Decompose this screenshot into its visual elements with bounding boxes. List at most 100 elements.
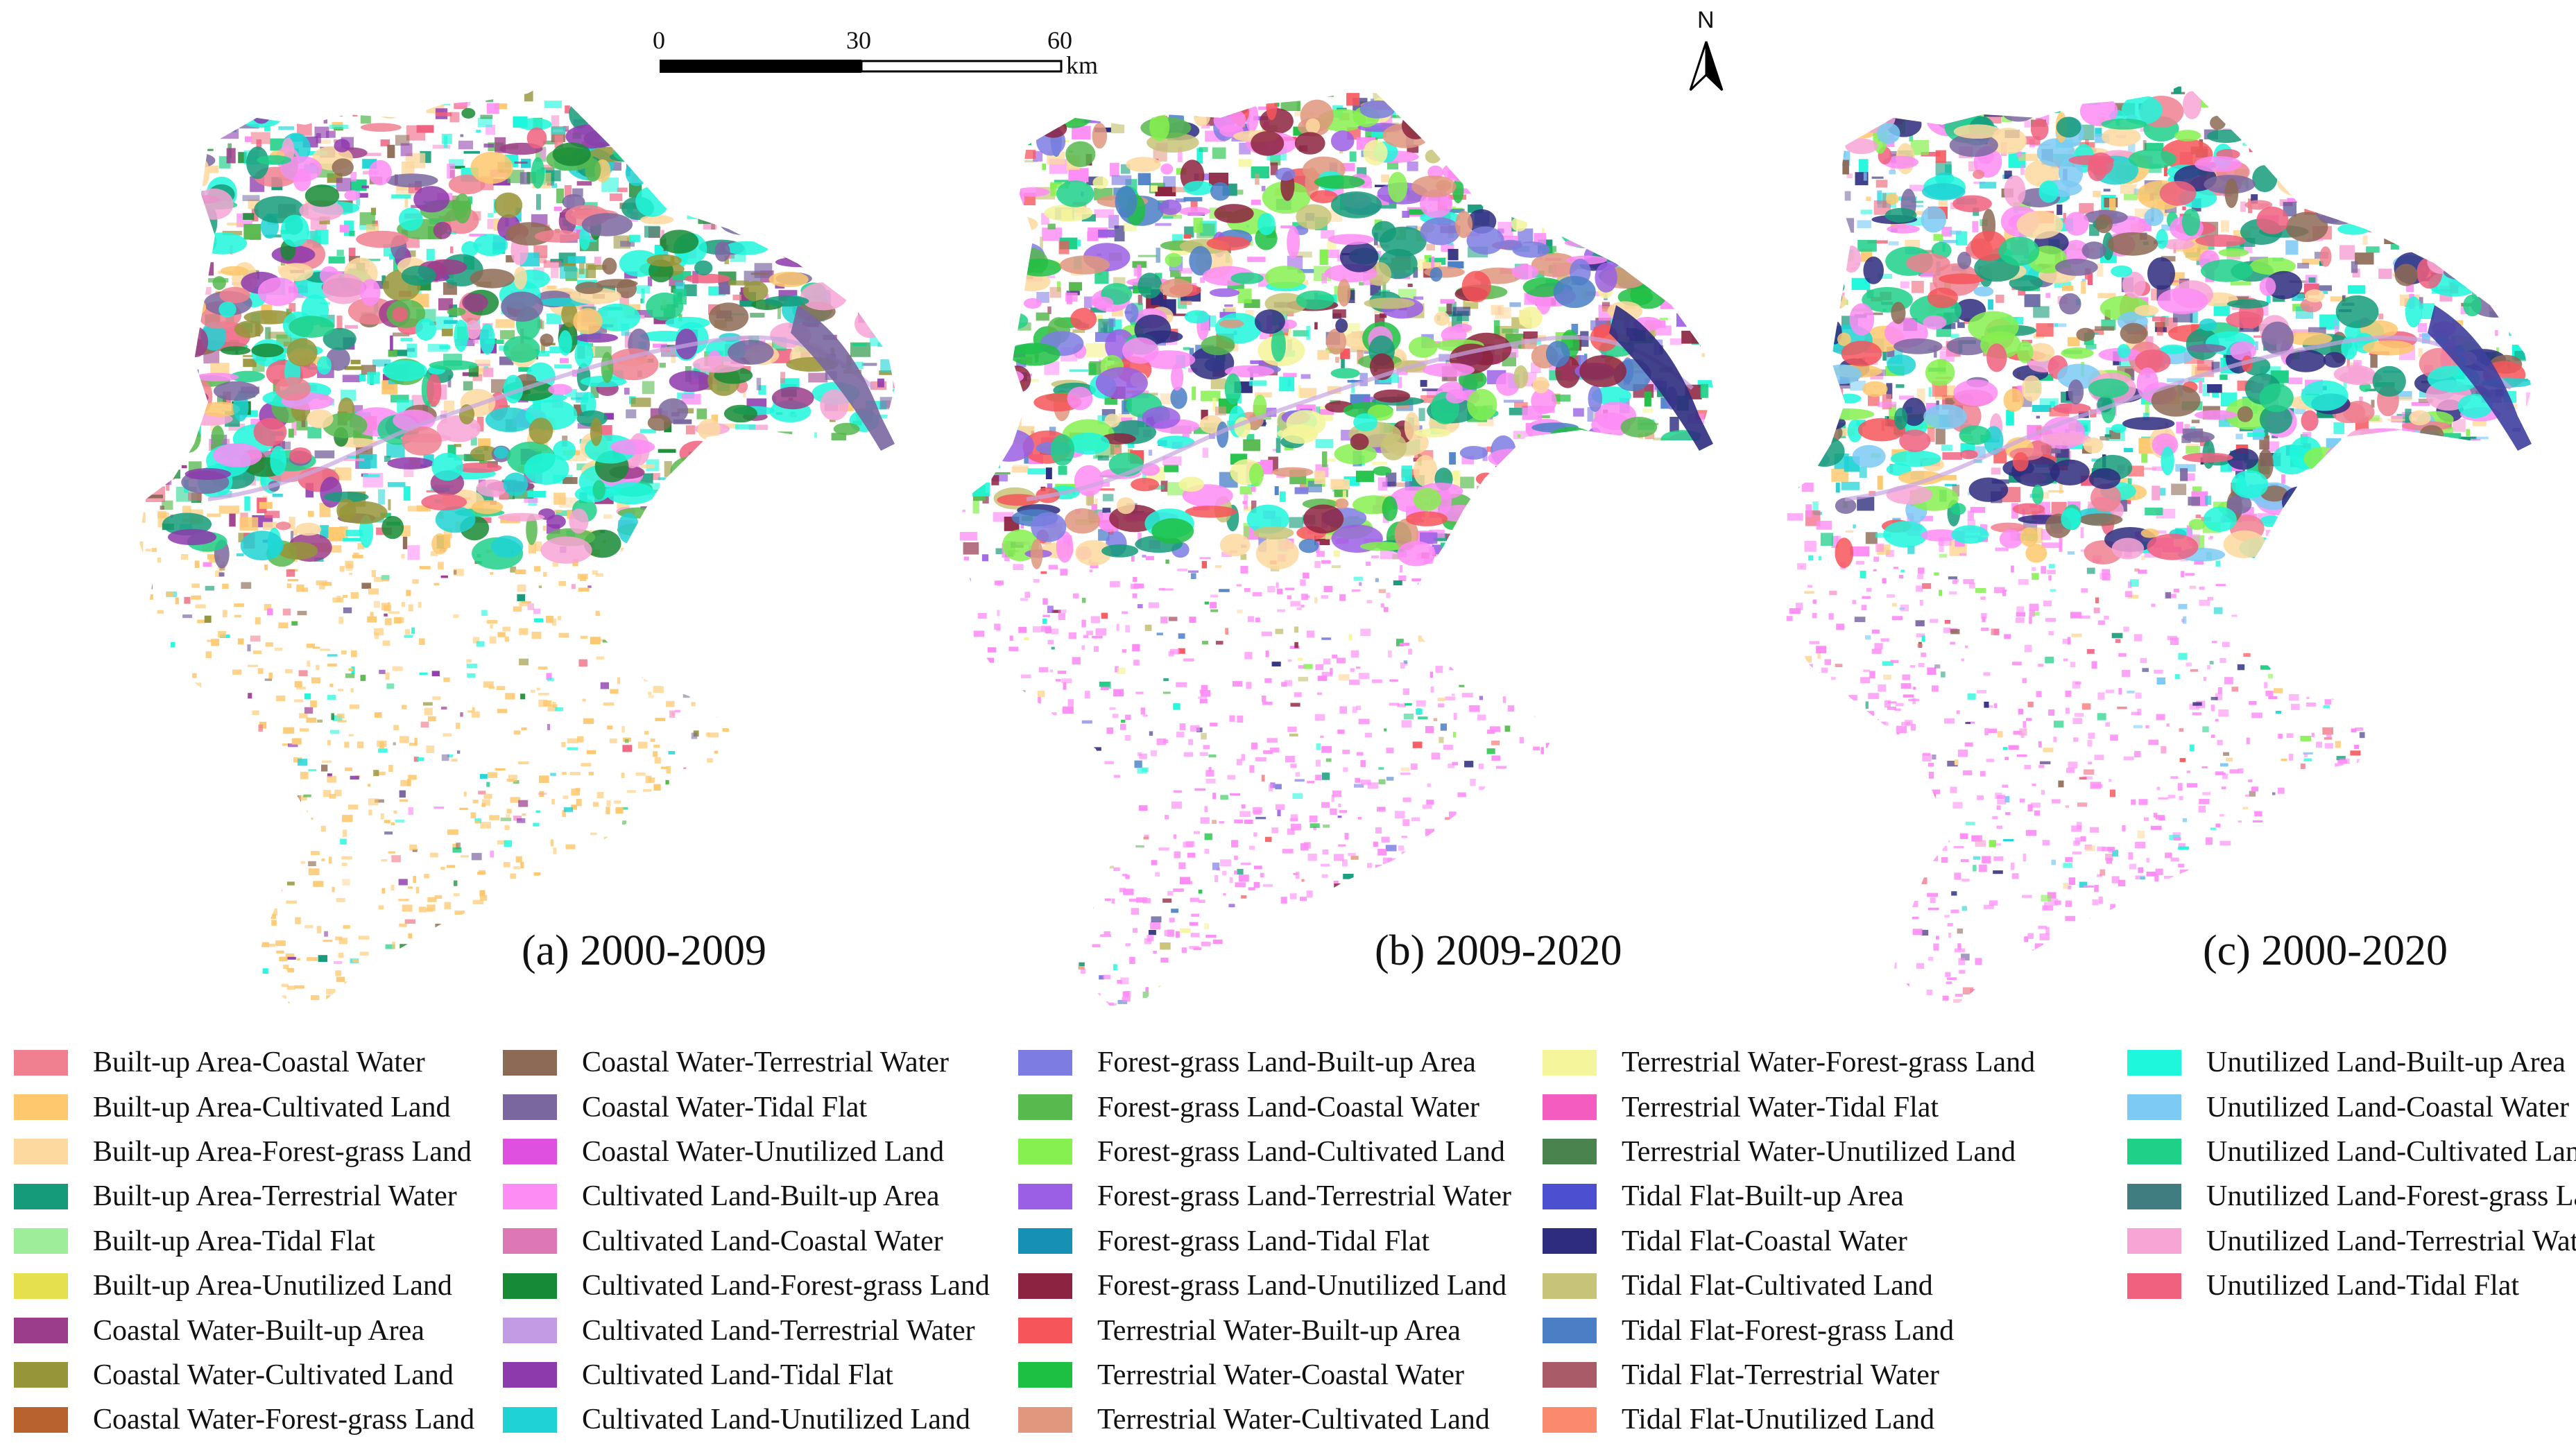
land-change-patch: [731, 647, 737, 654]
land-change-patch: [558, 874, 561, 877]
land-change-patch: [1088, 363, 1097, 376]
land-change-patch: [1645, 432, 1655, 440]
land-change-patch: [725, 1001, 733, 1006]
land-change-patch: [648, 839, 655, 843]
land-change-patch: [213, 743, 223, 747]
land-change-patch: [814, 213, 829, 229]
land-change-patch: [374, 632, 379, 639]
land-change-patch: [737, 580, 745, 587]
land-change-patch: [873, 530, 894, 540]
land-change-patch: [341, 650, 347, 655]
land-change-patch: [234, 603, 244, 607]
land-change-patch: [576, 736, 584, 743]
land-change-patch: [821, 662, 828, 669]
land-change-patch: [1483, 788, 1493, 795]
land-change-patch: [797, 546, 806, 559]
land-change-patch: [1174, 851, 1180, 859]
land-change-patch: [691, 478, 701, 494]
land-change-patch: [872, 664, 879, 669]
land-change-patch: [1068, 632, 1076, 639]
land-change-patch: [1588, 913, 1596, 920]
land-change-patch: [1518, 228, 1534, 243]
land-change-patch: [981, 554, 988, 562]
land-change-patch: [1423, 599, 1433, 603]
land-change-patch: [1572, 571, 1582, 576]
land-change-patch: [427, 897, 437, 902]
land-change-patch: [1426, 244, 1435, 251]
land-change-patch: [1571, 852, 1581, 855]
land-change-patch: [443, 733, 452, 737]
land-change-patch: [961, 137, 977, 153]
land-change-patch: [1586, 223, 1592, 227]
land-change-patch: [243, 794, 249, 800]
land-change-patch: [265, 96, 276, 111]
land-change-patch: [813, 684, 823, 690]
land-change-patch: [241, 582, 252, 589]
land-change-patch: [462, 293, 488, 312]
land-change-patch: [384, 456, 391, 462]
land-change-patch: [173, 92, 187, 107]
land-change-patch: [1543, 874, 1549, 882]
land-change-patch: [832, 962, 839, 965]
land-change-patch: [470, 268, 515, 288]
land-change-patch: [393, 332, 410, 337]
land-change-patch: [791, 440, 805, 450]
land-change-patch: [190, 834, 199, 841]
land-change-patch: [149, 184, 159, 196]
land-change-patch: [689, 128, 709, 140]
land-change-patch: [1576, 446, 1590, 450]
land-change-patch: [1279, 491, 1286, 502]
land-change-patch: [1633, 501, 1640, 510]
land-change-patch: [599, 593, 608, 599]
land-change-patch: [868, 126, 877, 132]
land-change-patch: [1397, 703, 1406, 707]
land-change-patch: [178, 212, 209, 227]
land-change-patch: [234, 1003, 242, 1006]
land-change-patch: [640, 464, 655, 468]
land-change-patch: [173, 784, 185, 786]
land-change-patch: [844, 212, 855, 225]
land-change-patch: [775, 173, 787, 180]
land-change-patch: [287, 578, 298, 582]
land-change-patch: [415, 886, 420, 894]
land-change-patch: [1162, 691, 1171, 694]
land-change-patch: [222, 808, 227, 811]
land-change-patch: [1484, 986, 1494, 992]
land-change-patch: [569, 99, 592, 129]
land-change-patch: [409, 1008, 418, 1016]
land-change-patch: [870, 1007, 880, 1012]
land-change-patch: [1638, 993, 1643, 997]
land-change-patch: [1199, 557, 1211, 560]
land-change-patch: [1124, 735, 1131, 741]
land-change-patch: [1545, 1008, 1556, 1015]
land-change-patch: [822, 262, 845, 286]
land-change-patch: [1512, 186, 1533, 191]
land-change-patch: [685, 519, 703, 538]
land-change-patch: [603, 413, 614, 420]
land-change-patch: [728, 340, 774, 365]
land-change-patch: [234, 320, 264, 338]
land-change-patch: [298, 795, 307, 801]
land-change-patch: [876, 414, 893, 419]
land-change-patch: [705, 450, 744, 481]
land-change-patch: [1613, 728, 1620, 736]
land-change-patch: [476, 641, 485, 647]
land-change-patch: [1541, 494, 1547, 501]
land-change-patch: [459, 807, 468, 811]
land-change-patch: [1187, 852, 1196, 858]
land-change-patch: [1447, 988, 1452, 996]
land-change-patch: [824, 209, 839, 219]
land-change-patch: [1579, 907, 1584, 915]
land-change-patch: [601, 352, 614, 383]
land-change-patch: [1351, 589, 1361, 592]
land-change-patch: [852, 573, 858, 578]
land-change-patch: [816, 773, 827, 776]
land-change-patch: [1649, 549, 1658, 553]
land-change-patch: [1405, 859, 1416, 867]
land-change-patch: [704, 775, 707, 777]
land-change-patch: [901, 725, 906, 729]
land-change-patch: [814, 432, 817, 445]
land-change-patch: [150, 805, 155, 810]
land-change-patch: [796, 838, 800, 845]
land-change-patch: [1554, 486, 1561, 499]
